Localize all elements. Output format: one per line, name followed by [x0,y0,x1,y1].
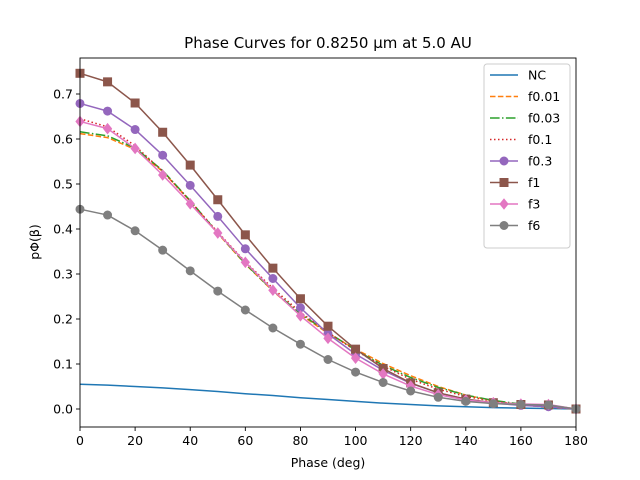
data-point-f0.3 [268,274,278,283]
data-point-f6 [406,386,416,396]
data-point-f6 [323,355,333,364]
data-point-f1 [130,98,140,108]
legend-label: f0.1 [528,132,552,147]
data-point-f3 [185,197,195,210]
data-point-f6 [461,396,471,406]
legend-item-f1: f1 [490,175,540,190]
data-point-f6 [130,226,140,236]
x-axis-label: Phase (deg) [291,455,366,470]
data-point-f3 [240,256,250,269]
data-point-f6 [268,323,278,333]
x-tick-label: 140 [454,433,478,448]
data-point-f3 [323,332,333,345]
x-tick-label: 120 [399,433,423,448]
data-point-f6 [433,392,443,402]
data-point-f1 [213,195,223,205]
legend-label: f0.3 [528,154,552,169]
y-tick-label: 0.6 [53,132,73,147]
data-point-f1 [351,344,361,354]
legend-marker [499,221,509,230]
data-point-f6 [488,399,498,409]
data-point-f6 [516,400,526,409]
legend-label: f1 [528,175,540,190]
data-point-f6 [103,210,113,220]
legend-item-f0.3: f0.3 [490,154,552,169]
x-tick-label: 180 [564,433,588,448]
legend-item-f0.01: f0.01 [490,89,560,104]
x-tick-label: 40 [182,433,198,448]
data-point-f3 [350,352,361,364]
data-point-f6 [378,377,388,387]
y-axis-ticks: 0.0 0.1 0.2 0.3 0.4 0.5 0.6 0.7 [53,87,80,417]
plot-area [75,57,581,428]
y-axis-label: pΦ(β) [27,224,42,260]
data-point-f1 [295,294,305,304]
y-tick-label: 0.4 [53,222,73,237]
y-tick-label: 0.0 [53,402,73,417]
data-point-f0.3 [240,244,250,254]
data-point-f1 [323,321,333,331]
legend-label: f6 [528,218,540,233]
legend-item-NC: NC [490,68,546,83]
data-point-f6 [543,400,553,410]
y-tick-label: 0.7 [53,87,73,102]
data-point-f6 [213,286,223,296]
data-point-f0.3 [185,180,195,190]
axes-frame [79,57,577,428]
data-point-f6 [351,367,361,377]
data-point-f0.3 [103,106,113,116]
x-tick-label: 160 [509,433,533,448]
legend-label: f0.01 [528,89,560,104]
data-point-f3 [102,122,113,135]
data-point-f1 [185,160,195,170]
data-point-f0.3 [213,211,223,221]
series-NC [79,383,577,410]
data-point-f3 [213,227,223,239]
data-point-f3 [295,310,306,322]
x-tick-label: 80 [292,433,308,448]
legend-item-f6: f6 [490,218,540,233]
legend-label: NC [528,68,546,83]
x-tick-label: 100 [344,433,368,448]
chart-title: Phase Curves for 0.8250 μm at 5.0 AU [184,34,472,52]
legend-item-f0.1: f0.1 [490,132,552,147]
data-point-f6 [185,266,195,276]
data-point-f3 [268,284,278,297]
data-point-f3 [130,142,140,155]
x-tick-label: 60 [237,433,253,448]
data-point-f6 [295,339,305,349]
x-tick-label: 20 [127,433,143,448]
data-point-f1 [240,230,250,240]
legend-marker [499,156,509,166]
legend-item-f3: f3 [490,197,540,212]
data-point-f0.3 [130,125,140,135]
series-line-NC [79,383,577,410]
y-tick-label: 0.1 [53,357,73,372]
legend-label: f0.03 [528,111,560,126]
data-point-f3 [158,169,168,181]
data-point-f1 [103,77,113,87]
y-tick-label: 0.5 [53,177,73,192]
data-point-f1 [268,263,278,273]
x-axis-ticks: 0 20 40 60 80 100 120 140 160 180 [76,427,588,448]
legend-item-f0.03: f0.03 [490,111,560,126]
legend-marker [499,198,509,210]
y-tick-label: 0.3 [53,267,73,282]
data-point-f1 [158,127,168,137]
y-tick-label: 0.2 [53,312,73,327]
legend-marker [499,178,509,187]
data-point-f6 [158,245,168,255]
x-tick-label: 0 [76,433,84,448]
data-point-f0.3 [158,150,168,160]
data-point-f6 [240,305,250,315]
legend: NC f0.01 f0.03 f0.1 f0.3 f1 f3 f6 [483,63,571,249]
legend-label: f3 [528,197,540,212]
